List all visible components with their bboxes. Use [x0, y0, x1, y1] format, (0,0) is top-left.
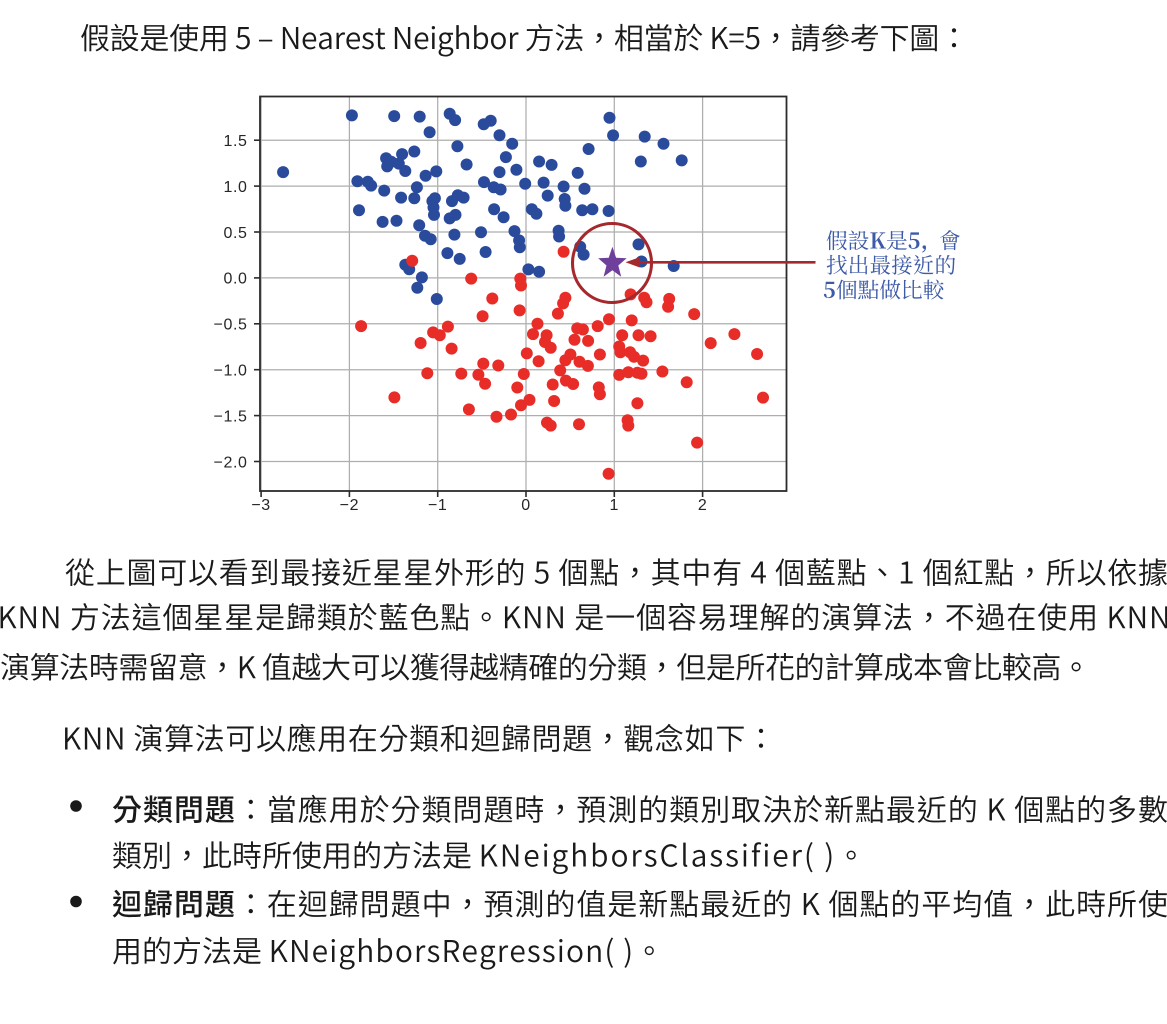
- svg-text:2: 2: [698, 497, 708, 514]
- svg-text:−0.5: −0.5: [214, 317, 248, 334]
- svg-text:−1.0: −1.0: [214, 363, 248, 380]
- svg-text:−2: −2: [340, 497, 359, 514]
- svg-text:1.5: 1.5: [223, 133, 247, 150]
- svg-text:1.0: 1.0: [223, 179, 247, 196]
- svg-text:0.0: 0.0: [223, 271, 247, 288]
- svg-text:1: 1: [610, 497, 620, 514]
- svg-text:0: 0: [521, 497, 531, 514]
- svg-text:0.5: 0.5: [223, 225, 247, 242]
- svg-text:−1.5: −1.5: [214, 408, 248, 425]
- svg-text:−1: −1: [428, 497, 447, 514]
- svg-text:−2.0: −2.0: [214, 454, 248, 471]
- svg-text:−3: −3: [251, 497, 270, 514]
